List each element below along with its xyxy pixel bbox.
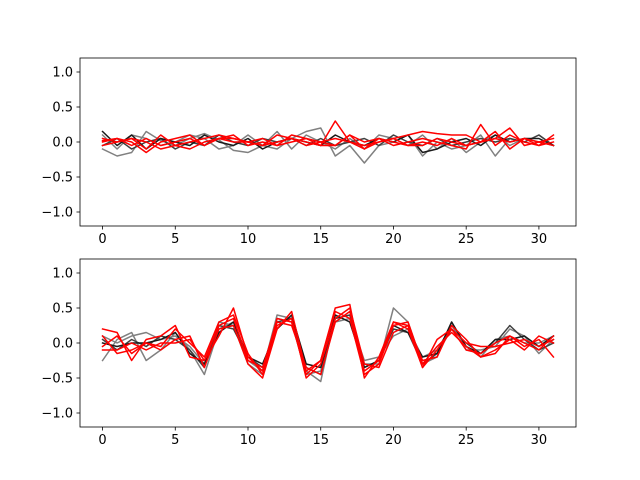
x-tick-label: 10	[240, 433, 257, 448]
y-tick-label: −0.5	[41, 372, 73, 387]
x-tick-label: 30	[531, 433, 548, 448]
y-tick-label: 1.0	[52, 267, 73, 282]
series-line-5	[101, 120, 555, 150]
x-tick-label: 25	[458, 232, 475, 247]
x-tick-label: 5	[171, 232, 179, 247]
series-group	[101, 303, 555, 383]
x-tick-label: 15	[312, 433, 329, 448]
x-tick-label: 5	[171, 433, 179, 448]
x-tick-label: 0	[98, 433, 106, 448]
subplots: 0 5 10 15 20 25 30 1.0 0.5 0.0 −0.5 −1.0 0 5 10 15 20 25 3…	[41, 57, 577, 448]
x-tick-label: 20	[385, 232, 402, 247]
y-tick-label: 0.5	[52, 302, 73, 317]
x-tick-label: 30	[531, 232, 548, 247]
series-line-7	[101, 307, 555, 379]
series-line-8	[101, 130, 555, 154]
series-line-8	[101, 310, 555, 376]
x-tick-label: 20	[385, 433, 402, 448]
series-line-3	[101, 134, 555, 150]
series-group	[101, 120, 555, 164]
y-tick-label: −1.0	[41, 206, 73, 221]
series-line-6	[101, 123, 555, 150]
x-tick-label: 25	[458, 433, 475, 448]
subplot-1: 0 5 10 15 20 25 30 1.0 0.5 0.0 −0.5 −1.0	[41, 57, 577, 247]
y-tick-label: −1.0	[41, 407, 73, 422]
subplot-2: 0 5 10 15 20 25 30 1.0 0.5 0.0 −0.5 −1.0	[41, 258, 577, 448]
x-tick-label: 15	[312, 232, 329, 247]
y-tick-label: 0.0	[52, 136, 73, 151]
x-tick-label: 10	[240, 232, 257, 247]
y-tick-label: 0.0	[52, 337, 73, 352]
x-tick-label: 0	[98, 232, 106, 247]
y-tick-label: 1.0	[52, 66, 73, 81]
y-tick-label: −0.5	[41, 171, 73, 186]
y-tick-label: 0.5	[52, 101, 73, 116]
